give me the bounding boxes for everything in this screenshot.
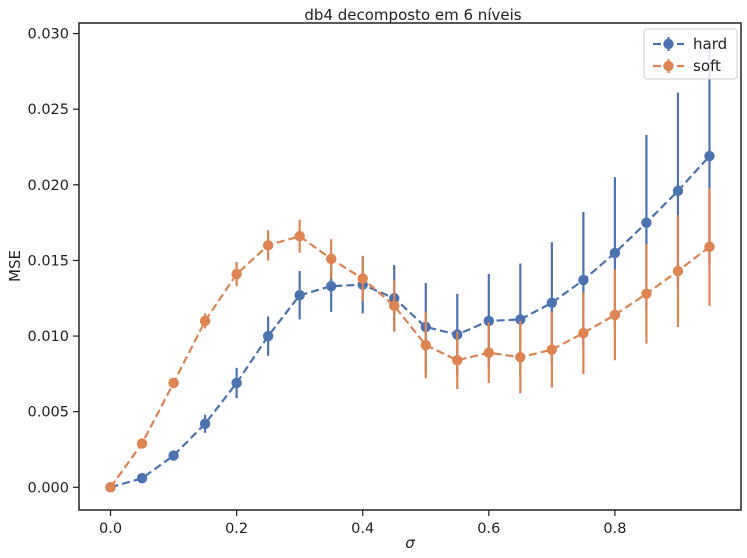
data-point-hard [262, 330, 274, 342]
y-tick-label: 0.020 [27, 178, 69, 194]
data-point-hard [325, 280, 337, 292]
y-tick-label: 0.030 [27, 27, 69, 43]
legend-marker [663, 60, 674, 72]
plot-frame [78, 22, 742, 511]
data-point-soft [105, 482, 116, 493]
data-point-soft [672, 265, 684, 277]
data-point-soft [136, 438, 148, 449]
y-axis: 0.000 0.005 0.010 0.015 0.020 0.025 0.030 [27, 27, 79, 496]
data-point-soft [294, 231, 305, 242]
data-point-hard [168, 450, 179, 461]
x-tick-label: 0.4 [351, 521, 374, 537]
x-tick-label: 0.6 [477, 521, 500, 537]
y-tick-label: 0.010 [27, 329, 69, 345]
y-tick-label: 0.000 [27, 480, 69, 496]
x-axis-label: σ [405, 534, 415, 552]
x-tick-label: 0.2 [225, 521, 248, 537]
data-point-hard [231, 377, 242, 389]
data-point-soft [357, 273, 368, 284]
data-point-soft [325, 253, 337, 265]
data-point-soft [389, 300, 400, 312]
series-soft [105, 187, 715, 493]
data-point-hard [704, 150, 715, 162]
y-tick-label: 0.005 [27, 405, 69, 421]
series-line-soft [109, 235, 711, 488]
data-point-hard [136, 473, 148, 484]
y-axis-label: MSE [6, 250, 24, 282]
data-point-hard [672, 185, 684, 197]
data-point-soft [420, 339, 431, 351]
data-point-soft [483, 347, 495, 358]
x-tick-label: 0.0 [99, 521, 122, 537]
data-point-soft [546, 344, 558, 355]
data-point-soft [704, 241, 715, 253]
data-point-hard [641, 217, 652, 228]
chart-title: db4 decomposto em 6 níveis [304, 6, 521, 24]
data-point-hard [483, 315, 495, 327]
x-tick-label: 0.8 [603, 521, 626, 537]
legend-item-soft: soft [653, 57, 721, 75]
y-tick-label: 0.025 [27, 102, 69, 118]
data-point-hard [578, 274, 589, 286]
data-point-soft [452, 355, 463, 366]
data-point-soft [515, 352, 526, 363]
data-point-soft [641, 288, 652, 299]
data-point-hard [294, 290, 305, 301]
legend-label: soft [693, 57, 721, 75]
data-point-soft [578, 327, 589, 339]
legend-label: hard [693, 35, 727, 53]
data-point-hard [609, 247, 621, 259]
series-line-hard [110, 155, 711, 489]
data-point-hard [199, 418, 211, 429]
data-point-hard [546, 297, 558, 308]
legend-item-hard: hard [653, 35, 727, 53]
plot-area [105, 47, 715, 493]
y-tick-label: 0.015 [27, 253, 69, 269]
data-point-soft [262, 240, 274, 251]
data-point-soft [199, 315, 211, 327]
series-hard [105, 47, 715, 493]
data-point-soft [231, 268, 242, 280]
legend: hard soft [643, 28, 738, 80]
legend-marker [663, 38, 674, 50]
x-axis: 0.0 0.2 0.4 0.6 0.8 [99, 510, 626, 537]
data-point-soft [609, 309, 621, 321]
data-point-soft [168, 377, 179, 389]
data-point-hard [515, 314, 526, 325]
